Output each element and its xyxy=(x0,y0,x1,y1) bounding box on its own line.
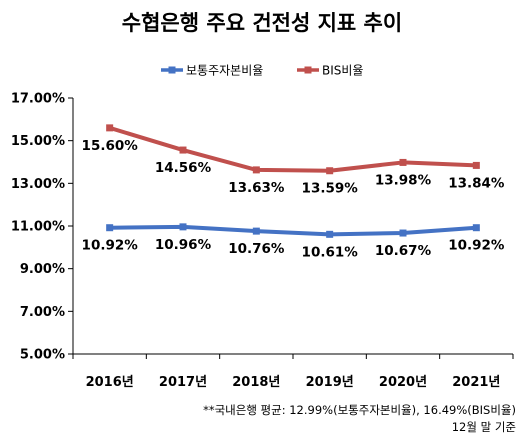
data-label: 10.92% xyxy=(82,238,139,254)
data-labels: 10.92% 10.96% 10.76% 10.61% 10.67% 10.92% 15.6… xyxy=(82,138,505,260)
y-tick-label: 7.00% xyxy=(20,305,65,320)
data-label: 10.76% xyxy=(228,241,285,257)
y-tick-label: 9.00% xyxy=(20,262,65,277)
data-label: 13.84% xyxy=(448,175,505,191)
data-label: 10.67% xyxy=(375,243,432,259)
x-tick-label: 2018년 xyxy=(232,375,280,390)
data-label: 14.56% xyxy=(155,160,212,176)
footnote-date: 12월 말 기준 xyxy=(452,420,516,434)
x-tick-label: 2016년 xyxy=(86,375,134,390)
y-tick-label: 11.00% xyxy=(11,220,65,235)
y-axis: 5.00% 7.00% 9.00% 11.00% 13.00% 15.00% 17.00% xyxy=(11,92,73,363)
y-tick-label: 13.00% xyxy=(11,177,65,192)
data-label: 13.63% xyxy=(228,180,285,196)
data-label: 13.98% xyxy=(375,172,432,188)
x-axis: 2016년 2017년 2018년 2019년 2020년 2021년 xyxy=(72,354,514,390)
data-label: 10.92% xyxy=(448,238,505,254)
data-point xyxy=(326,230,334,238)
data-point xyxy=(179,223,187,231)
footnote-average: **국내은행 평균: 12.99%(보통주자본비율), 16.49%(BIS비율… xyxy=(203,403,516,417)
y-tick-label: 15.00% xyxy=(11,134,65,149)
data-point xyxy=(106,224,114,232)
data-point xyxy=(179,146,187,154)
data-label: 15.60% xyxy=(82,138,139,154)
data-point xyxy=(472,161,480,169)
legend-label: BIS비율 xyxy=(322,64,363,78)
data-point xyxy=(106,124,114,132)
chart-title: 수협은행 주요 건전성 지표 추이 xyxy=(122,11,402,35)
data-point xyxy=(252,166,260,174)
data-point xyxy=(399,229,407,237)
x-tick-label: 2019년 xyxy=(306,375,354,390)
x-tick-label: 2021년 xyxy=(452,375,500,390)
data-label: 10.96% xyxy=(155,237,212,253)
data-label: 10.61% xyxy=(302,244,359,260)
data-point xyxy=(399,158,407,166)
legend: 보통주자본비율 BIS비율 xyxy=(161,64,363,78)
x-tick-label: 2020년 xyxy=(379,375,427,390)
data-point xyxy=(252,227,260,235)
series-line xyxy=(109,224,477,237)
plot-area xyxy=(106,124,480,238)
y-tick-label: 5.00% xyxy=(20,348,65,363)
x-tick-label: 2017년 xyxy=(159,375,207,390)
legend-marker xyxy=(304,66,312,74)
legend-label: 보통주자본비율 xyxy=(186,64,263,78)
y-tick-label: 17.00% xyxy=(11,92,65,107)
series-line xyxy=(109,125,477,173)
data-label: 13.59% xyxy=(302,181,359,197)
legend-marker xyxy=(168,66,176,74)
data-point xyxy=(326,167,334,175)
data-point xyxy=(472,224,480,232)
